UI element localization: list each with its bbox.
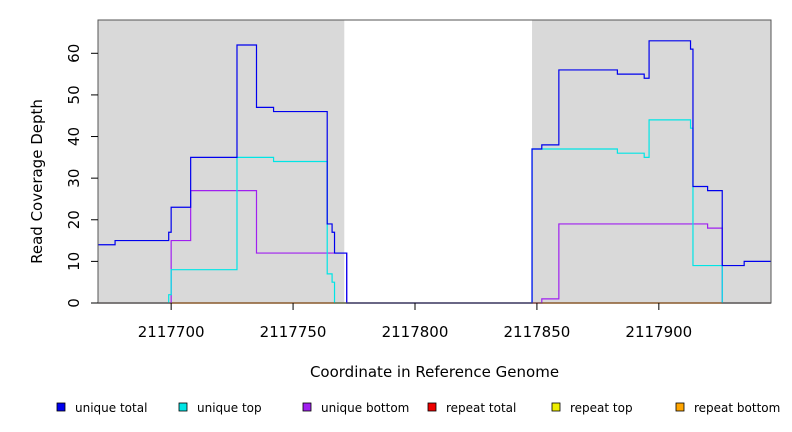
y-tick-label: 40 [65,127,83,146]
y-tick-label: 0 [65,298,83,308]
legend-item-unique-bottom: unique bottom [302,401,409,415]
plot-frame [97,19,772,304]
legend-label: repeat total [446,401,516,415]
legend-label: unique top [197,401,262,415]
y-tick-label: 60 [65,44,83,63]
legend-item-repeat-top: repeat top [551,401,633,415]
legend-item-repeat-total: repeat total [427,401,516,415]
y-axis-title: Read Coverage Depth [28,99,46,264]
legend-swatch [178,402,188,412]
legend-swatch [427,402,437,412]
y-tick-label: 50 [65,85,83,104]
x-axis-title: Coordinate in Reference Genome [310,363,559,381]
legend-label: repeat top [570,401,633,415]
shaded-region-2 [532,20,771,303]
legend: unique total unique top unique bottom repea… [56,401,780,415]
y-tick-label: 20 [65,210,83,229]
y-tick-label: 30 [65,169,83,188]
legend-label: unique bottom [321,401,409,415]
x-tick-label: 2117900 [625,323,692,341]
legend-swatch [56,402,66,412]
x-tick-label: 2117700 [138,323,205,341]
legend-item-unique-top: unique top [178,401,262,415]
legend-label: unique total [75,401,147,415]
x-tick-label: 2117850 [504,323,571,341]
legend-swatch [551,402,561,412]
legend-swatch [302,402,312,412]
x-tick-label: 2117800 [382,323,449,341]
legend-item-unique-total: unique total [56,401,147,415]
legend-swatch [675,402,685,412]
x-tick-label: 2117750 [260,323,327,341]
y-axis: 0 10 20 30 40 50 60 [65,44,98,308]
legend-label: repeat bottom [694,401,780,415]
shaded-regions [98,20,771,303]
legend-item-repeat-bottom: repeat bottom [675,401,780,415]
x-axis: 2117700 2117750 2117800 2117850 2117900 [138,303,692,341]
y-tick-label: 10 [65,252,83,271]
